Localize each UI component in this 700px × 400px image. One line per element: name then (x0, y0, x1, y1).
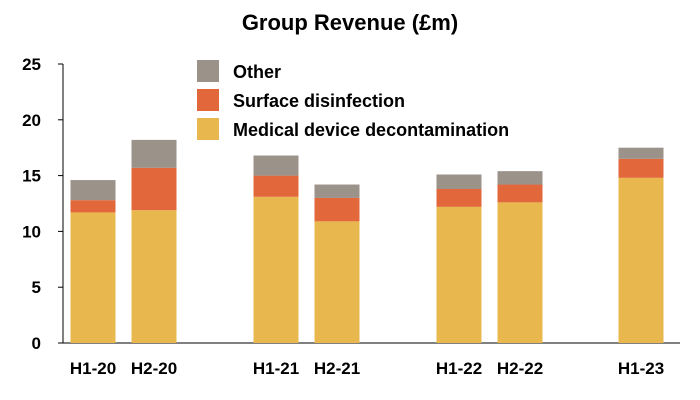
bar-segment (70, 180, 116, 201)
y-tick-label: 25 (22, 55, 41, 74)
bar-segment (70, 200, 116, 213)
x-tick-label: H2-20 (131, 359, 177, 378)
y-tick-label: 15 (22, 167, 41, 186)
y-tick-label: 0 (32, 334, 41, 353)
bar-segment (253, 196, 299, 343)
bar-segment (497, 184, 543, 203)
bar-segment (618, 147, 664, 159)
bar-segment (253, 155, 299, 176)
y-tick-label: 10 (22, 222, 41, 241)
bar-segment (314, 197, 360, 222)
bar-segment (253, 175, 299, 197)
bar-segment (618, 158, 664, 178)
bar-segment (314, 221, 360, 343)
bar-segment (70, 212, 116, 343)
chart-title: Group Revenue (£m) (241, 10, 459, 35)
bar-segment (131, 167, 177, 211)
bar-segment (436, 174, 482, 189)
x-tick-label: H1-22 (436, 359, 482, 378)
x-tick-label: H2-21 (314, 359, 360, 378)
legend-label: Surface disinfection (233, 91, 405, 111)
bar-segment (131, 210, 177, 343)
bar-segment (497, 171, 543, 185)
bar-segment (131, 139, 177, 168)
x-tick-label: H2-22 (497, 359, 543, 378)
legend-label: Medical device decontamination (233, 120, 509, 140)
x-tick-label: H1-23 (618, 359, 664, 378)
legend-swatch (197, 89, 219, 111)
bar-segment (618, 177, 664, 343)
legend-label: Other (233, 62, 281, 82)
x-tick-label: H1-21 (253, 359, 299, 378)
bar-segment (436, 206, 482, 343)
x-tick-label: H1-20 (70, 359, 116, 378)
legend-swatch (197, 60, 219, 82)
y-tick-label: 5 (32, 278, 41, 297)
bar-segment (314, 184, 360, 198)
bar-segment (497, 202, 543, 343)
legend-swatch (197, 118, 219, 140)
bar-segment (436, 188, 482, 207)
y-tick-label: 20 (22, 111, 41, 130)
